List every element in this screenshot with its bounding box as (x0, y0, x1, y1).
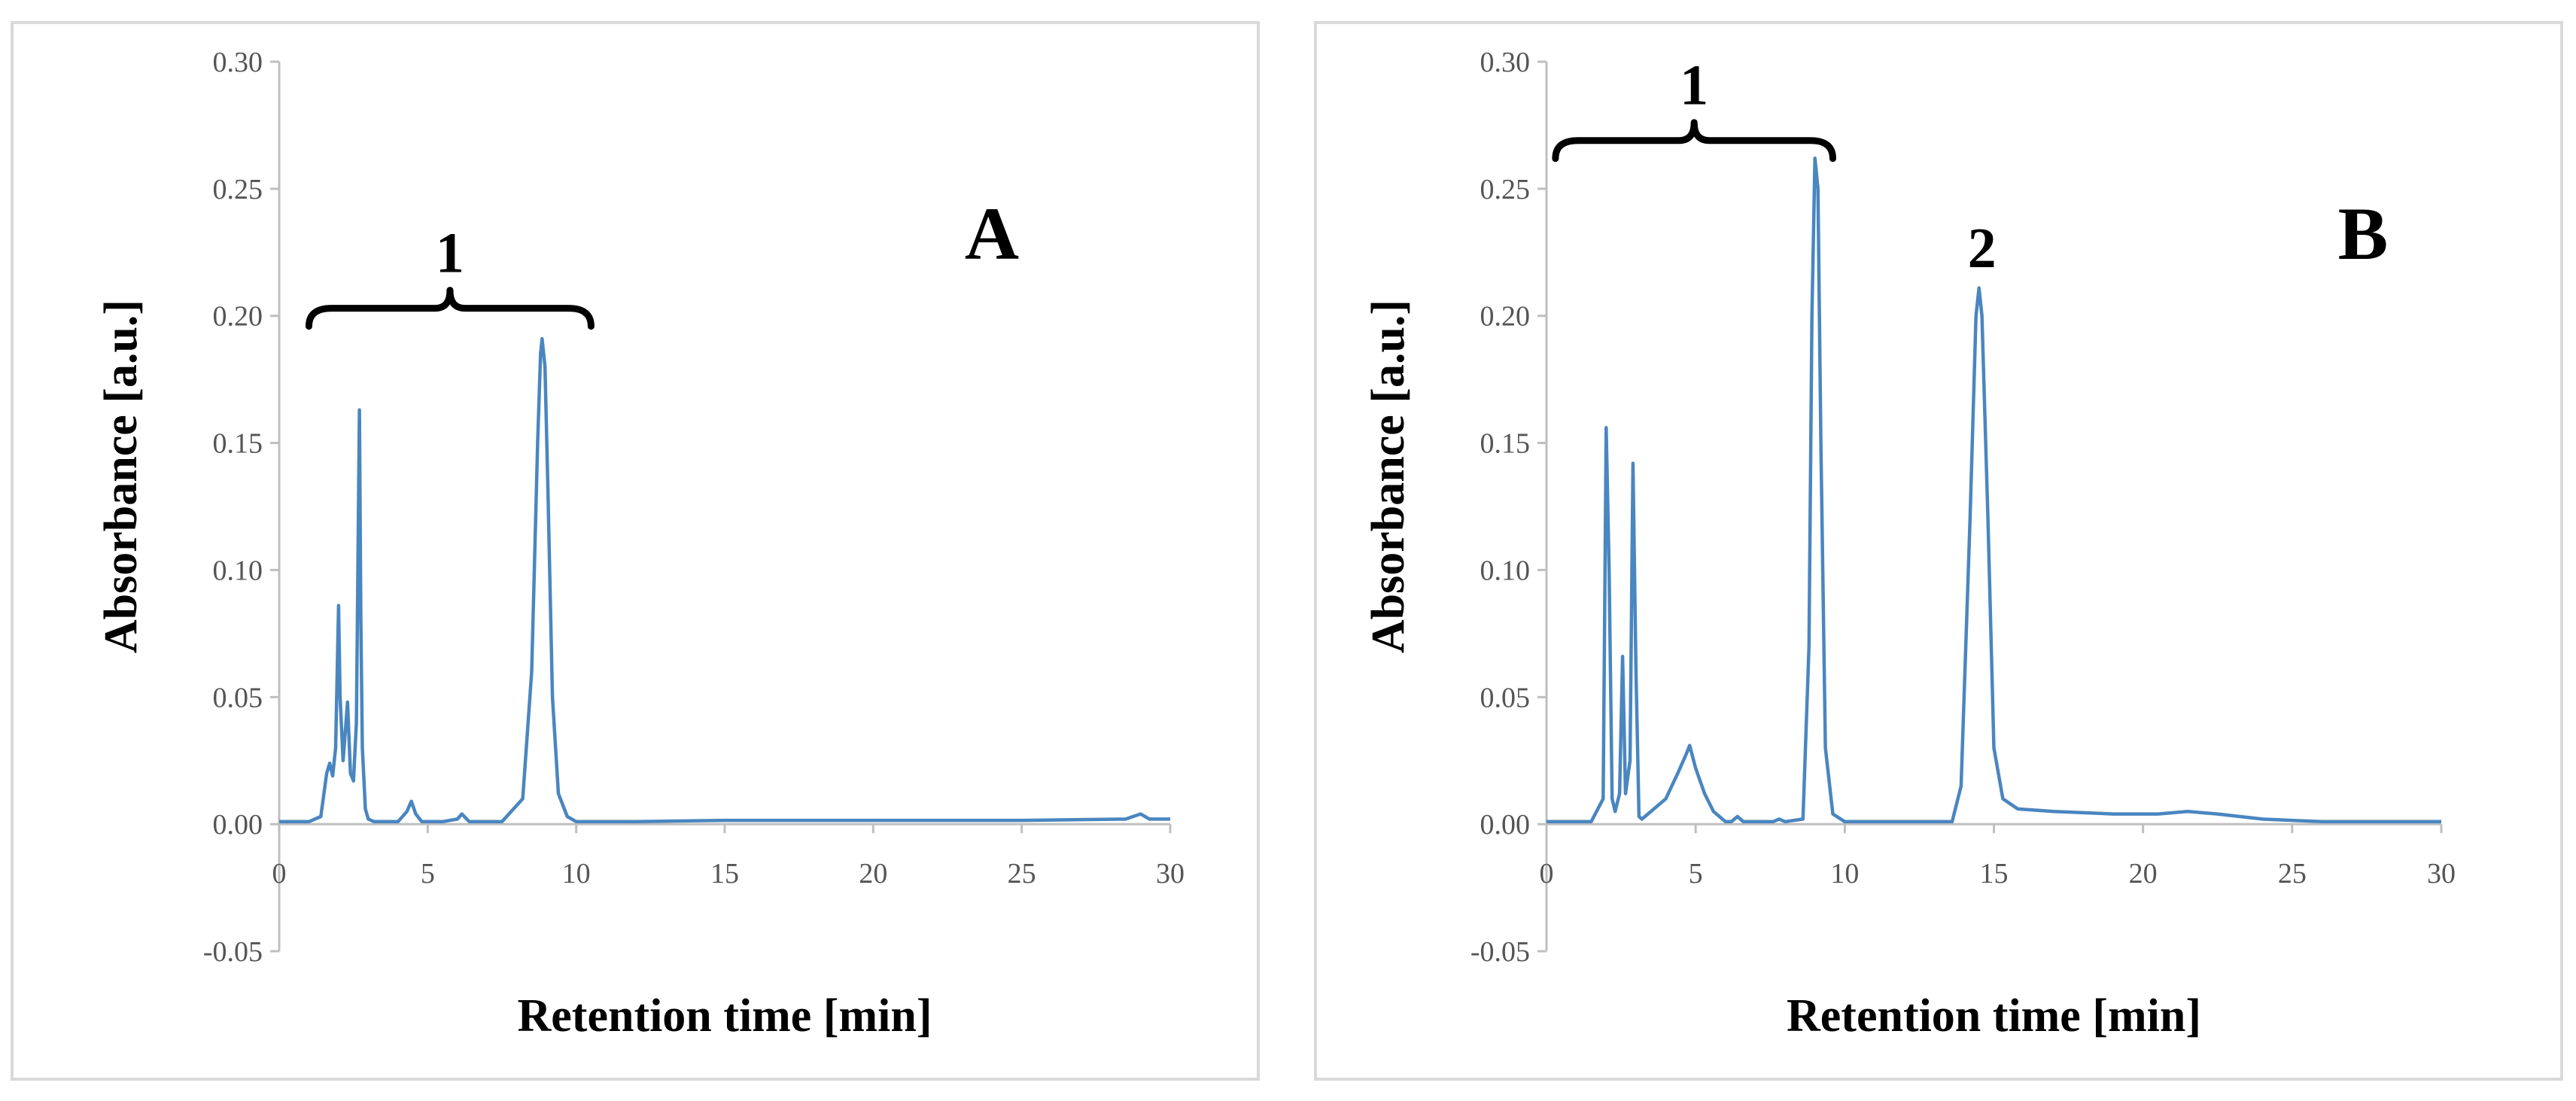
y-tick-label: 0.25 (1480, 174, 1531, 205)
bracket-annotation (305, 287, 595, 330)
x-tick-label: 15 (1980, 858, 2009, 890)
panel-letter: A (965, 192, 1019, 275)
peak-group-label: 1 (1680, 54, 1708, 117)
y-tick-label: -0.05 (203, 936, 263, 968)
y-tick-label: 0.30 (1480, 47, 1531, 78)
y-axis-title: Absorbance [a.u.] (1363, 300, 1414, 653)
y-tick-label: 0.25 (213, 174, 263, 205)
x-tick-label: 0 (272, 858, 287, 890)
series-line-chromatogram (279, 336, 1170, 824)
peak-label: 2 (1968, 217, 1997, 280)
y-tick-label: 0.05 (213, 682, 263, 713)
x-tick-label: 25 (1008, 858, 1036, 890)
x-tick-label: 10 (1830, 858, 1859, 890)
peak-group-label: 1 (436, 222, 464, 285)
x-tick-label: 5 (421, 858, 435, 890)
y-tick-label: 0.10 (213, 555, 263, 586)
y-tick-label: 0.10 (1480, 555, 1531, 586)
y-tick-label: 0.20 (213, 301, 263, 333)
x-tick-label: 5 (1689, 858, 1703, 890)
chart-panel-a: -0.05 0.00 0.05 0.10 0.15 0.20 0.25 0.30 0 5 10 15 2… (11, 21, 1260, 1081)
chart-panel-b: -0.05 0.00 0.05 0.10 0.15 0.20 0.25 0.30 0 5 10 15 2… (1314, 21, 2563, 1081)
panel-letter: B (2338, 192, 2389, 275)
y-tick-label: 0.15 (1480, 428, 1531, 460)
x-tick-label: 25 (2278, 858, 2307, 890)
x-tick-label: 0 (1540, 858, 1554, 890)
y-tick-label: -0.05 (1470, 936, 1530, 968)
x-tick-label: 20 (2129, 858, 2158, 890)
y-tick-label: 0.05 (1480, 682, 1531, 713)
x-axis-title: Retention time [min] (1787, 990, 2201, 1042)
x-tick-label: 20 (859, 858, 887, 890)
y-tick-label: 0.30 (213, 47, 263, 78)
series-line-chromatogram (1547, 157, 2441, 824)
chart-b-svg: -0.05 0.00 0.05 0.10 0.15 0.20 0.25 0.30 0 5 10 15 2… (1363, 47, 2456, 1042)
y-tick-label: 0.20 (1480, 301, 1531, 333)
chart-a-svg: -0.05 0.00 0.05 0.10 0.15 0.20 0.25 0.30 0 5 10 15 2… (96, 47, 1185, 1042)
y-tick-label: 0.15 (213, 428, 263, 460)
x-tick-label: 30 (1156, 858, 1185, 890)
x-tick-label: 15 (710, 858, 739, 890)
bracket-annotation (1552, 119, 1836, 163)
y-axis-title: Absorbance [a.u.] (96, 300, 147, 653)
x-axis-title: Retention time [min] (518, 990, 932, 1042)
x-tick-label: 10 (562, 858, 591, 890)
y-tick-label: 0.00 (1480, 809, 1531, 841)
y-tick-label: 0.00 (213, 809, 263, 841)
x-tick-label: 30 (2427, 858, 2456, 890)
